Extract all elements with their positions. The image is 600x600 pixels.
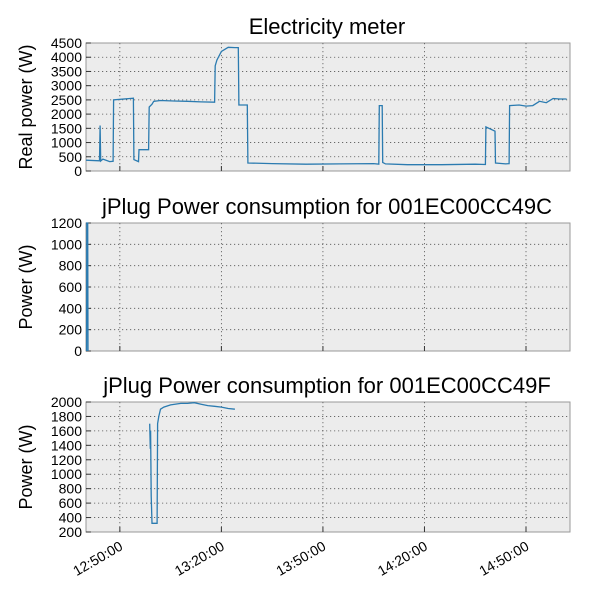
y-tick-label: 200 (59, 322, 83, 338)
y-tick-label: 400 (59, 300, 83, 316)
y-tick-label: 1000 (51, 135, 82, 151)
y-tick-label: 1400 (51, 437, 82, 453)
y-tick-label: 1500 (51, 120, 82, 136)
y-axis-label: Real power (W) (16, 44, 36, 169)
y-tick-label: 4000 (51, 49, 82, 65)
series-line (149, 402, 235, 524)
series-line (85, 222, 89, 352)
y-tick-label: 1000 (51, 466, 82, 482)
x-tick-label: 13:20:00 (172, 538, 227, 579)
y-tick-label: 600 (59, 279, 83, 295)
y-tick-label: 4500 (51, 35, 82, 51)
y-tick-label: 3000 (51, 78, 82, 94)
chart-title: Electricity meter (249, 14, 405, 39)
chart-panel-electricity-meter: Electricity meter Real power (W) 0500100… (16, 14, 571, 179)
chart-title: jPlug Power consumption for 001EC00CC49C (101, 194, 552, 219)
y-tick-label: 400 (59, 510, 83, 526)
x-tick-label: 12:50:00 (70, 538, 125, 579)
y-tick-label: 800 (59, 481, 83, 497)
y-tick-label: 2000 (51, 106, 82, 122)
plot-area (85, 42, 571, 172)
y-tick-label: 1000 (51, 236, 82, 252)
x-tick-label: 13:50:00 (273, 538, 328, 579)
y-tick-label: 0 (74, 163, 82, 179)
y-tick-label: 1200 (51, 452, 82, 468)
y-tick-label: 2500 (51, 92, 82, 108)
y-tick-label: 3500 (51, 63, 82, 79)
chart-title: jPlug Power consumption for 001EC00CC49F (102, 373, 551, 398)
series-line (85, 46, 567, 166)
plot-area (85, 401, 571, 533)
y-tick-label: 2000 (51, 394, 82, 410)
x-tick-label: 14:50:00 (476, 538, 531, 579)
y-tick-label: 0 (74, 343, 82, 359)
y-tick-label: 500 (59, 149, 83, 165)
y-tick-label: 1600 (51, 423, 82, 439)
y-tick-label: 1200 (51, 215, 82, 231)
y-tick-label: 1800 (51, 408, 82, 424)
y-tick-label: 200 (59, 524, 83, 540)
chart-panel-jplug-49f: jPlug Power consumption for 001EC00CC49F… (16, 373, 571, 579)
y-tick-label: 600 (59, 495, 83, 511)
y-axis-label: Power (W) (16, 425, 36, 510)
y-axis-label: Power (W) (16, 245, 36, 330)
y-tick-label: 800 (59, 258, 83, 274)
chart-panel-jplug-49c: jPlug Power consumption for 001EC00CC49C… (16, 194, 571, 359)
x-tick-label: 14:20:00 (375, 538, 430, 579)
